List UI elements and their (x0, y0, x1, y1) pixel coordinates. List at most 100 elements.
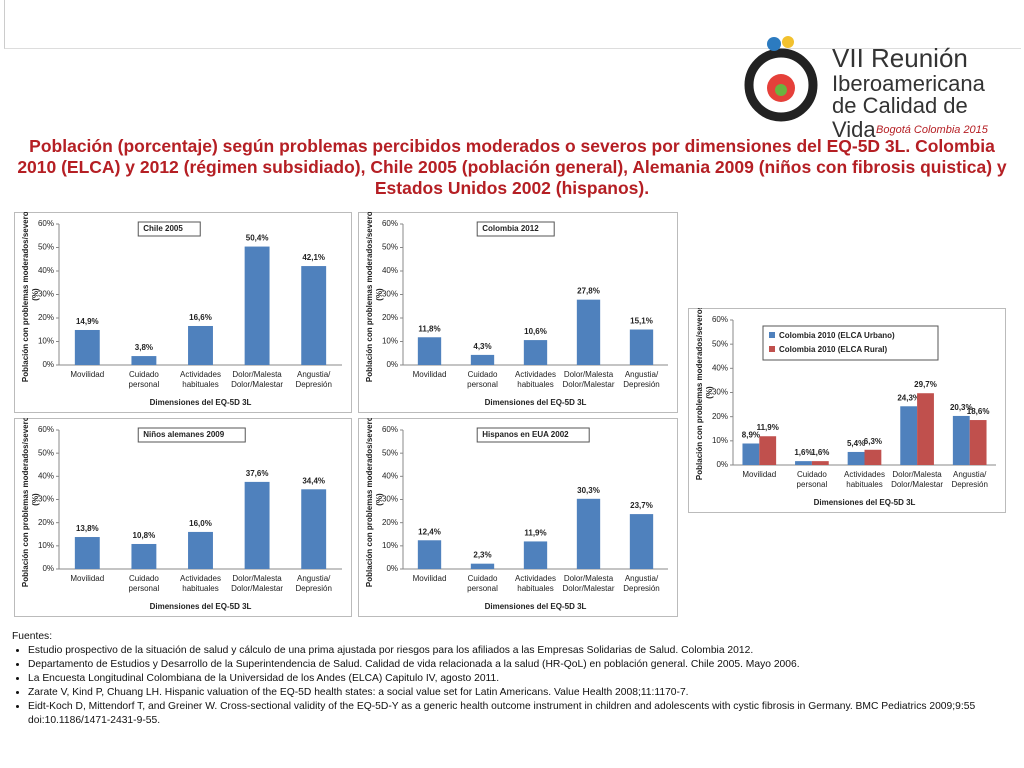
bar (917, 393, 934, 465)
x-tick-label: Cuidado personal (797, 470, 828, 489)
y-tick-label: 0% (42, 564, 54, 573)
value-label: 27,8% (577, 287, 600, 296)
y-tick-label: 60% (382, 425, 398, 434)
bar (188, 325, 213, 365)
y-axis-label: Población con problemas moderados/severo… (21, 212, 40, 382)
x-tick-label: Movilidad (413, 370, 447, 379)
bar (629, 329, 654, 365)
value-label: 29,7% (914, 380, 937, 389)
y-tick-label: 50% (382, 243, 398, 252)
x-tick-label: Angustia/Depresión (623, 370, 659, 389)
y-tick-label: 30% (712, 388, 728, 397)
value-label: 23,7% (630, 501, 653, 510)
logo-text: VII Reunión (832, 43, 968, 73)
y-tick-label: 20% (38, 313, 54, 322)
sources-list: Estudio prospectivo de la situación de s… (12, 644, 1012, 728)
value-label: 14,9% (76, 317, 99, 326)
value-label: 20,3% (950, 403, 973, 412)
value-label: 30,3% (577, 486, 600, 495)
legend-box (762, 325, 939, 361)
chart-title-box (476, 427, 590, 443)
panel-background (14, 212, 352, 413)
y-tick-label: 40% (382, 471, 398, 480)
y-tick-label: 0% (386, 360, 398, 369)
x-tick-label: Movilidad (742, 470, 776, 479)
y-tick-label: 20% (712, 412, 728, 421)
y-tick-label: 20% (38, 518, 54, 527)
y-tick-label: 40% (38, 471, 54, 480)
bar (629, 514, 654, 569)
x-tick-label: Cuidado personal (129, 370, 160, 389)
y-axis-label: Población con problemas moderados/severo… (695, 308, 714, 480)
x-tick-label: Angustia/Depresión (623, 574, 659, 593)
x-tick-label: Actividades habituales (180, 574, 221, 593)
bar (74, 329, 100, 365)
chart-title: Niños alemanes 2009 (143, 430, 224, 439)
y-tick-label: 50% (712, 339, 728, 348)
logo-icon (744, 36, 818, 122)
y-tick-label: 40% (382, 266, 398, 275)
bar (470, 563, 495, 569)
bar (301, 489, 327, 569)
chart-title-box (476, 221, 555, 237)
bar (952, 415, 970, 465)
source-item: Departamento de Estudios y Desarrollo de… (28, 658, 1012, 672)
x-tick-label: Movilidad (70, 574, 104, 583)
x-tick-label: Angustia/Depresión (295, 370, 331, 389)
source-item: La Encuesta Longitudinal Colombiana de l… (28, 672, 1012, 686)
bar (969, 420, 987, 465)
value-label: 1,6% (794, 448, 812, 457)
legend-swatch (769, 332, 775, 338)
value-label: 11,8% (418, 324, 440, 333)
x-tick-label: Actividades habituales (180, 370, 221, 389)
bar (244, 481, 270, 569)
y-axis-label: Población con problemas moderados/severo… (21, 418, 40, 587)
value-label: 34,4% (302, 476, 325, 485)
chart-panel: 0% 10% 20% 30% 40% 50% 60%Población con proble… (14, 212, 352, 413)
bar (847, 451, 865, 465)
bar (864, 449, 882, 465)
value-label: 16,6% (189, 313, 212, 322)
bar (523, 541, 548, 569)
y-tick-label: 30% (38, 290, 54, 299)
bar (131, 356, 157, 365)
x-tick-label: Angustia/Depresión (295, 574, 331, 593)
y-tick-label: 40% (38, 266, 54, 275)
logo-text: Iberoamericana (832, 71, 985, 96)
logo-text: Bogotá Colombia 2015 (876, 124, 988, 136)
y-tick-label: 10% (38, 541, 54, 550)
value-label: 24,3% (897, 393, 920, 402)
y-axis-label: Población con problemas moderados/severo… (365, 418, 384, 587)
bar (811, 461, 829, 465)
chart-panel: 0% 10% 20% 30% 40% 50% 60%Población con proble… (358, 212, 678, 413)
value-label: 11,9% (524, 528, 546, 537)
chart-title-box (137, 427, 246, 443)
x-tick-label: Dolor/Malesta Dolor/Malestar (562, 370, 614, 389)
x-tick-label: Dolor/Malesta Dolor/Malestar (231, 574, 283, 593)
x-tick-label: Actividades habituales (515, 574, 556, 593)
x-axis-label: Dimensiones del EQ-5D 3L (814, 498, 916, 507)
value-label: 50,4% (246, 234, 269, 243)
x-tick-label: Cuidado personal (129, 574, 160, 593)
chart-panel: 0% 10% 20% 30% 40% 50% 60%Población con proble… (14, 418, 352, 617)
panel-background (358, 418, 678, 617)
bar (523, 340, 548, 365)
bar (417, 337, 442, 365)
x-axis-label: Dimensiones del EQ-5D 3L (485, 602, 587, 611)
bar (301, 266, 327, 365)
slide-title: Población (porcentaje) según problemas p… (17, 136, 1007, 198)
sources: Fuentes: Estudio prospectivo de la situa… (12, 630, 1012, 728)
y-tick-label: 40% (712, 363, 728, 372)
frame (4, 0, 1021, 49)
y-tick-label: 30% (38, 495, 54, 504)
y-tick-label: 60% (38, 219, 54, 228)
x-tick-label: Dolor/Malesta Dolor/Malestar (231, 370, 283, 389)
value-label: 10,6% (524, 327, 547, 336)
value-label: 5,4% (847, 439, 865, 448)
y-tick-label: 0% (386, 564, 398, 573)
y-tick-label: 50% (38, 448, 54, 457)
y-axis-label: Población con problemas moderados/severo… (365, 212, 384, 382)
y-tick-label: 0% (716, 460, 728, 469)
value-label: 37,6% (246, 469, 269, 478)
